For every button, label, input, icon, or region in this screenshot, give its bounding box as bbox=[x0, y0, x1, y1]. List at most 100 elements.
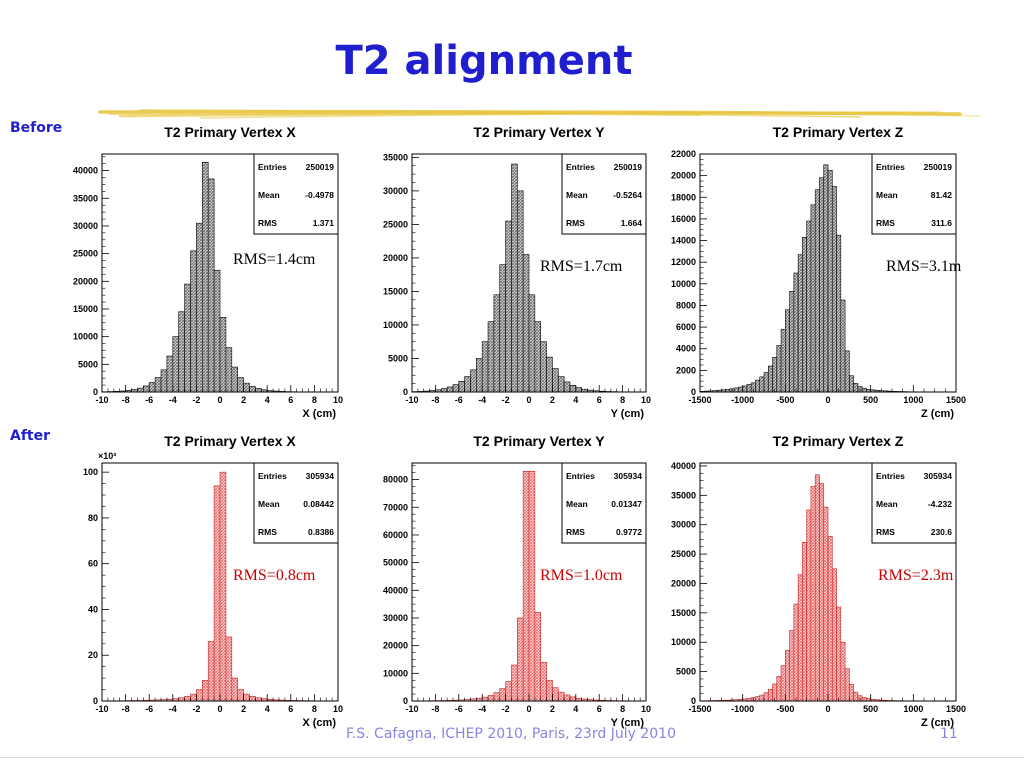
stats-label: RMS bbox=[876, 218, 895, 228]
histogram-bar bbox=[810, 204, 816, 393]
histogram-bar bbox=[255, 388, 262, 393]
histogram-bar bbox=[827, 169, 833, 393]
histogram-bar bbox=[814, 189, 820, 393]
x-tick-label: -10 bbox=[405, 704, 418, 714]
histogram-bar bbox=[780, 328, 786, 393]
stats-label: Entries bbox=[258, 162, 287, 172]
stats-label: Entries bbox=[258, 471, 287, 481]
histogram-bar bbox=[844, 350, 850, 393]
rms-annotation: RMS=1.4cm bbox=[233, 251, 316, 268]
stats-value: 81.42 bbox=[931, 190, 953, 200]
rms-annotation: RMS=0.8cm bbox=[233, 567, 316, 584]
stats-value: 311.6 bbox=[931, 218, 952, 228]
stats-label: RMS bbox=[258, 218, 277, 228]
stats-box-frame bbox=[561, 462, 647, 544]
x-tick-label: 10 bbox=[641, 704, 651, 714]
histogram-bar bbox=[844, 668, 850, 702]
histogram-bar bbox=[849, 375, 854, 393]
histogram-bar bbox=[840, 641, 846, 702]
histogram-bar bbox=[166, 355, 174, 393]
histogram-bar bbox=[190, 693, 197, 702]
y-tick-label: 10000 bbox=[383, 668, 408, 678]
y-tick-label: 10000 bbox=[383, 320, 408, 330]
histogram-bar bbox=[470, 369, 477, 393]
histogram-bar bbox=[516, 190, 524, 393]
x-tick-label: 8 bbox=[312, 704, 317, 714]
histogram-bar bbox=[772, 357, 778, 393]
histogram-bar bbox=[759, 376, 765, 393]
x-tick-label: 1500 bbox=[946, 704, 966, 714]
plot-title: T2 Primary Vertex X bbox=[164, 124, 296, 140]
histogram-bar bbox=[481, 341, 489, 393]
stats-value: 305934 bbox=[924, 471, 953, 481]
histogram-bar bbox=[190, 250, 197, 393]
y-tick-label: 30000 bbox=[383, 613, 408, 623]
y-tick-label: 60000 bbox=[383, 530, 408, 540]
y-tick-label: 0 bbox=[93, 696, 98, 706]
x-tick-label: -2 bbox=[502, 704, 510, 714]
y-tick-label: 40 bbox=[88, 604, 98, 614]
histogram-bar bbox=[540, 341, 547, 393]
y-tick-label: 8000 bbox=[676, 300, 696, 310]
stats-label: Entries bbox=[876, 471, 905, 481]
histogram-bar bbox=[763, 372, 769, 393]
rms-annotation: RMS=2.3m bbox=[878, 567, 954, 584]
x-tick-label: -10 bbox=[405, 395, 418, 405]
stats-value: -4.232 bbox=[928, 499, 952, 509]
stats-box: Entries 305934 Mean 0.01347 RMS 0.9772 bbox=[561, 462, 647, 544]
y-tick-label: 100 bbox=[83, 467, 98, 477]
y-tick-label: 0 bbox=[403, 387, 408, 397]
y-tick-label: 20000 bbox=[383, 641, 408, 651]
x-tick-label: -500 bbox=[776, 704, 794, 714]
stats-value: -0.4978 bbox=[305, 190, 334, 200]
histogram-bar bbox=[452, 384, 460, 393]
stats-box: Entries 305934 Mean -4.232 RMS 230.6 bbox=[871, 462, 957, 544]
x-tick-label: -10 bbox=[95, 704, 108, 714]
histogram-bar bbox=[528, 471, 536, 702]
page-number: 11 bbox=[940, 726, 958, 742]
histogram-bar bbox=[733, 387, 739, 393]
histogram-bar bbox=[563, 381, 571, 393]
y-tick-label: 10000 bbox=[671, 279, 696, 289]
y-tick-label: 18000 bbox=[671, 192, 696, 202]
x-tick-label: 2 bbox=[550, 704, 555, 714]
histogram-bar bbox=[137, 387, 144, 393]
x-tick-label: -1500 bbox=[688, 395, 711, 405]
stats-label: Entries bbox=[876, 162, 905, 172]
x-tick-label: -4 bbox=[169, 395, 177, 405]
histogram-bar bbox=[511, 664, 518, 702]
histogram-before-1: T2 Primary Vertex X -10 -8 -6 -4 -2 0 2 4 6 8 10 X (… bbox=[73, 124, 343, 420]
stats-value: 0.9772 bbox=[616, 527, 642, 537]
histogram-bar bbox=[557, 376, 565, 393]
x-tick-label: -8 bbox=[122, 395, 130, 405]
x-tick-label: 8 bbox=[620, 704, 625, 714]
histogram-bar bbox=[172, 336, 180, 393]
histogram-bar bbox=[767, 365, 773, 393]
histogram-bar bbox=[243, 382, 250, 393]
plot-title: T2 Primary Vertex Y bbox=[473, 124, 605, 140]
histogram-bar bbox=[742, 385, 748, 393]
y-tick-label: 80000 bbox=[383, 475, 408, 485]
x-tick-label: 0 bbox=[217, 395, 222, 405]
histogram-after-2: T2 Primary Vertex Y -10 -8 -6 -4 -2 0 2 4 6 8 10 Y (… bbox=[383, 433, 651, 729]
stats-box-frame bbox=[253, 462, 339, 544]
histogram-bar bbox=[219, 471, 227, 702]
y-tick-label: 0 bbox=[403, 696, 408, 706]
x-tick-label: 6 bbox=[288, 395, 293, 405]
histogram-bar bbox=[231, 366, 239, 393]
histogram-bar bbox=[522, 471, 530, 702]
y-tick-label: 70000 bbox=[383, 502, 408, 512]
histogram-bar bbox=[569, 384, 577, 393]
histogram-bar bbox=[746, 384, 752, 393]
y-tick-label: 5000 bbox=[388, 353, 408, 363]
histogram-bar bbox=[249, 386, 256, 393]
x-tick-label: -1000 bbox=[731, 704, 754, 714]
y-tick-label: 25000 bbox=[383, 219, 408, 229]
x-axis-label: Y (cm) bbox=[611, 717, 645, 729]
histogram-bar bbox=[802, 237, 807, 393]
histogram-bar bbox=[785, 309, 790, 393]
y-tick-label: 6000 bbox=[676, 322, 696, 332]
y-tick-label: 30000 bbox=[671, 520, 696, 530]
histogram-bar bbox=[458, 380, 465, 393]
histogram-bar bbox=[243, 693, 250, 702]
